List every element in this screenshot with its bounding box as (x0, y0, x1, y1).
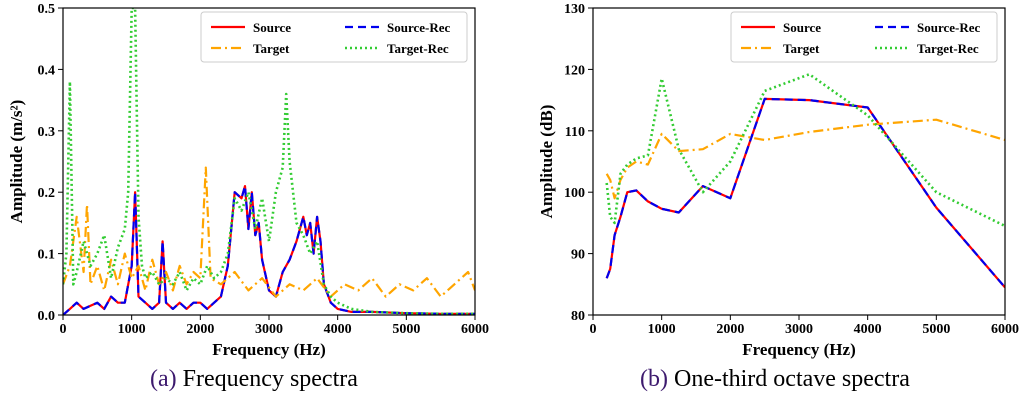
series-line-source (605, 97, 1005, 289)
legend-label-source: Source (783, 20, 821, 35)
series-group (605, 73, 1005, 289)
series-line-source-rec (63, 185, 475, 315)
y-tick-label: 0.2 (38, 186, 56, 201)
y-tick-label: 130 (564, 2, 585, 17)
x-tick-label: 4000 (854, 322, 882, 337)
x-tick-label: 5000 (392, 322, 420, 337)
legend-label-target-rec: Target-Rec (387, 41, 449, 56)
caption-a: (a) Frequency spectra (150, 366, 358, 393)
legend-box (200, 11, 468, 63)
legend: Source Source-Rec Target Target-Rec (200, 11, 468, 63)
caption-a-letter: (a) (150, 366, 177, 392)
y-tick-label: 0.5 (38, 2, 56, 17)
chart-frequency-spectra: 0 1000 2000 3000 4000 5000 6000 0.0 0.1 0.2 0.3 0.4… (7, 2, 489, 359)
x-tick-label: 6000 (461, 322, 489, 337)
x-tick-label: 2000 (186, 322, 214, 337)
y-tick-label: 0.0 (38, 309, 56, 324)
series-line-target-rec (605, 73, 1005, 228)
x-tick-label: 5000 (922, 322, 950, 337)
y-tick-label: 0.4 (38, 63, 56, 78)
x-tick-label: 2000 (716, 322, 744, 337)
x-axis-label: Frequency (Hz) (212, 340, 325, 359)
x-tick-label: 0 (60, 322, 67, 337)
y-axis-label: Amplitude (dB) (537, 105, 556, 219)
x-tick-label: 6000 (991, 322, 1019, 337)
y-tick-label: 0.3 (38, 125, 56, 140)
legend-box (730, 11, 998, 63)
y-tick-label: 90 (571, 248, 585, 263)
figure-canvas: 0 1000 2000 3000 4000 5000 60000.00.10.20.30.4… (7, 2, 1019, 359)
legend-label-source-rec: Source-Rec (917, 20, 981, 35)
chart-one-third-octave-spectra: 0 1000 2000 3000 4000 5000 6000 80 90 100 110 120 13… (537, 2, 1019, 359)
x-tick-label: 0 (590, 322, 597, 337)
x-axis-label: Frequency (Hz) (742, 340, 855, 359)
y-tick-label: 110 (565, 125, 585, 140)
x-tick-label: 1000 (648, 322, 676, 337)
series-line-target (63, 166, 475, 298)
legend-label-source-rec: Source-Rec (387, 20, 451, 35)
y-axis-label: Amplitude (m/s²) (7, 100, 26, 224)
x-tick-label: 3000 (785, 322, 813, 337)
x-tick-label: 3000 (255, 322, 283, 337)
legend: Source Source-Rec Target Target-Rec (730, 11, 998, 63)
legend-label-source: Source (253, 20, 291, 35)
caption-b: (b) One-third octave spectra (640, 366, 910, 393)
caption-a-text: Frequency spectra (182, 366, 358, 392)
y-tick-label: 0.1 (38, 248, 56, 263)
y-tick-label: 100 (564, 186, 585, 201)
y-tick-label: 80 (571, 309, 585, 324)
legend-label-target: Target (253, 41, 290, 56)
legend-label-target: Target (783, 41, 820, 56)
y-tick-label: 120 (564, 63, 585, 78)
caption-b-text: One-third octave spectra (673, 366, 910, 392)
x-tick-label: 1000 (118, 322, 146, 337)
series-line-source (63, 185, 475, 315)
series-line-source-rec (605, 97, 1005, 289)
series-line-target (605, 118, 1005, 200)
legend-label-target-rec: Target-Rec (917, 41, 979, 56)
series-group (63, 8, 475, 315)
caption-b-letter: (b) (640, 366, 668, 392)
x-tick-label: 4000 (324, 322, 352, 337)
series-line-target-rec (63, 8, 475, 315)
